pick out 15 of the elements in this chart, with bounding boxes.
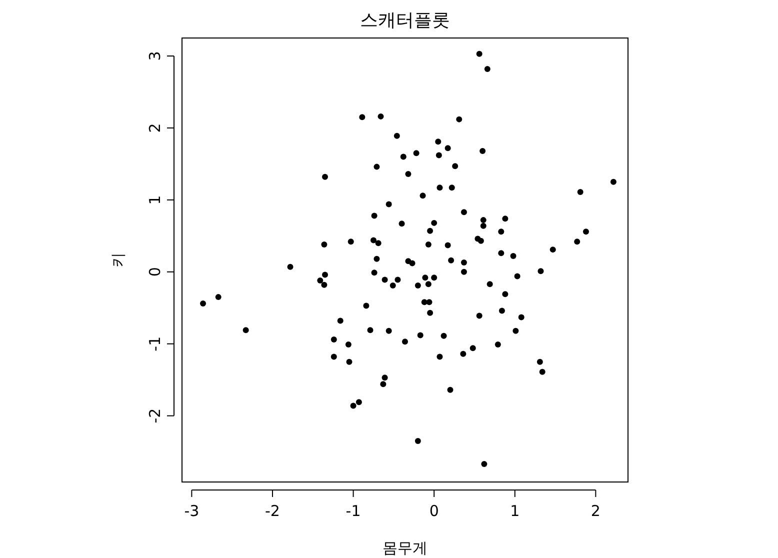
x-tick-label: 0 <box>429 502 439 520</box>
x-tick-label: -1 <box>346 502 361 520</box>
x-tick-label: 1 <box>510 502 520 520</box>
x-tick-label: -2 <box>265 502 280 520</box>
y-tick-label: 0 <box>146 267 164 277</box>
y-axis-title: 키 <box>109 252 127 268</box>
chart-title: 스캐터플롯 <box>360 10 450 31</box>
x-tick-label: 2 <box>590 502 600 520</box>
x-axis-title: 몸무게 <box>382 539 428 557</box>
y-tick-label: 2 <box>146 123 164 133</box>
x-tick-label: -3 <box>184 502 200 520</box>
y-tick-label: -2 <box>146 408 164 424</box>
y-tick-label: -1 <box>146 336 164 352</box>
y-tick-label: 3 <box>146 51 164 61</box>
y-tick-label: 1 <box>146 195 164 205</box>
